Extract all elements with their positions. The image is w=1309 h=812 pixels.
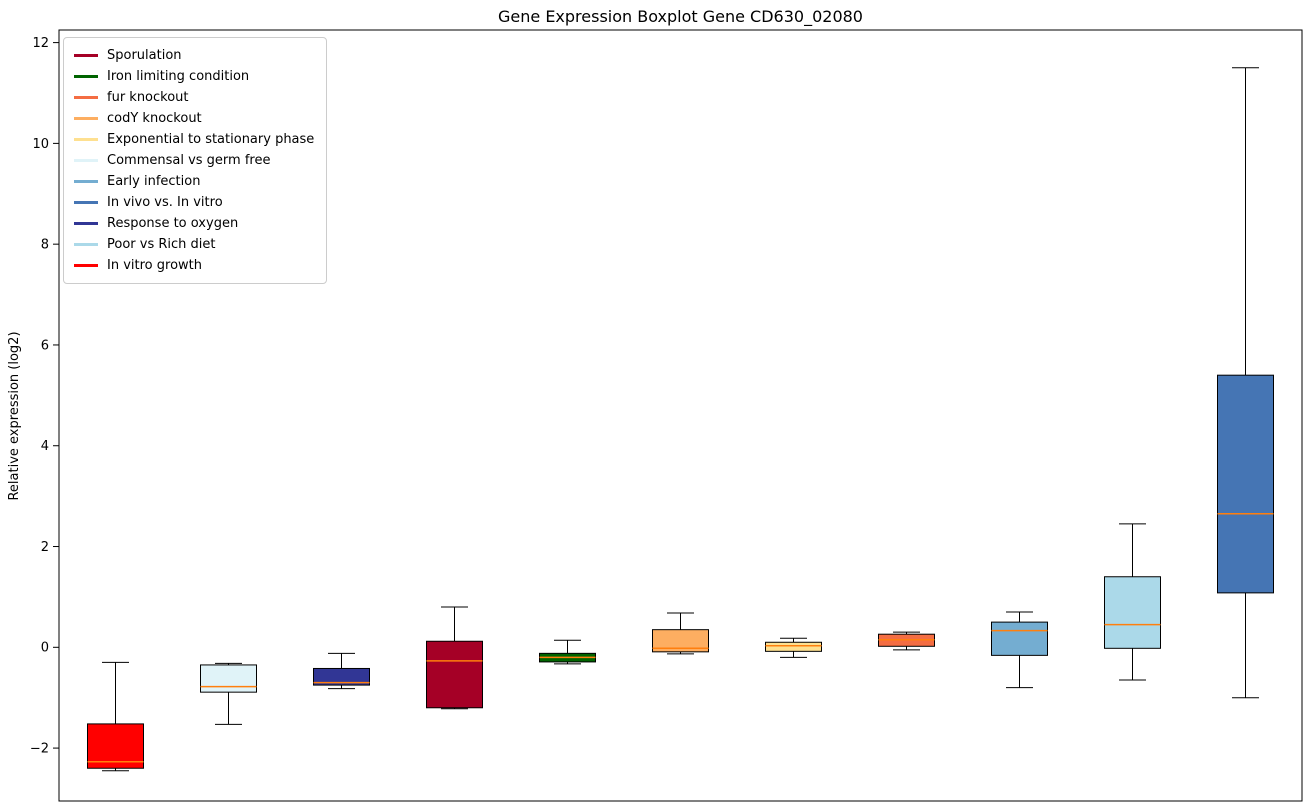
y-axis-label: Relative expression (log2): [7, 331, 22, 500]
legend-item-in-vivo-vs-in-vitro: In vivo vs. In vitro: [74, 192, 314, 213]
plot-area: −2 0 2 4 6 8 10 12: [30, 29, 1303, 802]
y-tick-label: 2: [41, 540, 49, 555]
boxplot-poor-vs-rich-diet: [1104, 523, 1161, 681]
chart-title: Gene Expression Boxplot Gene CD630_02080: [498, 7, 863, 26]
legend-swatch: [74, 54, 98, 57]
box: [1217, 374, 1274, 594]
box: [200, 664, 257, 693]
boxplot-iron-limiting-condition: [539, 639, 596, 665]
y-tick-label: 12: [32, 36, 49, 51]
legend-item-exponential-to-stationary-phase: Exponential to stationary phase: [74, 129, 314, 150]
box: [1104, 576, 1161, 649]
legend-label: Iron limiting condition: [107, 69, 250, 84]
y-tick-label: 6: [41, 338, 49, 353]
legend-item-response-to-oxygen: Response to oxygen: [74, 213, 314, 234]
legend-label: fur knockout: [107, 90, 189, 105]
boxplot-sporulation: [426, 606, 483, 710]
box: [991, 621, 1048, 656]
legend-label: In vivo vs. In vitro: [107, 195, 223, 210]
boxplot-commensal-vs-germ-free: [200, 662, 257, 725]
legend-swatch: [74, 243, 98, 246]
boxplot-in-vitro-growth: [87, 661, 144, 772]
legend-label: In vitro growth: [107, 258, 202, 273]
legend-label: codY knockout: [107, 111, 202, 126]
boxplot-response-to-oxygen: [313, 652, 370, 690]
legend-label: Exponential to stationary phase: [107, 132, 315, 147]
boxplot-cody-knockout: [652, 612, 709, 655]
legend-item-commensal-vs-germ-free: Commensal vs germ free: [74, 150, 314, 171]
legend-swatch: [74, 138, 98, 141]
legend-item-cody-knockout: codY knockout: [74, 108, 314, 129]
legend-item-in-vitro-growth: In vitro growth: [74, 255, 314, 276]
boxplot-fur-knockout: [878, 631, 935, 651]
legend-swatch: [74, 222, 98, 225]
legend: Sporulation Iron limiting condition fur kn…: [63, 37, 328, 284]
y-tick-label: 0: [41, 641, 49, 656]
plot-frame: [58, 29, 1303, 802]
y-tick-label: 10: [32, 137, 49, 152]
boxplot-early-infection: [991, 611, 1048, 689]
box: [313, 667, 370, 686]
legend-swatch: [74, 201, 98, 204]
box: [426, 640, 483, 709]
y-tick-label: −2: [30, 742, 49, 757]
legend-item-sporulation: Sporulation: [74, 45, 314, 66]
legend-swatch: [74, 75, 98, 78]
legend-swatch: [74, 96, 98, 99]
legend-label: Commensal vs germ free: [107, 153, 271, 168]
legend-swatch: [74, 159, 98, 162]
legend-label: Response to oxygen: [107, 216, 239, 231]
legend-item-poor-vs-rich-diet: Poor vs Rich diet: [74, 234, 314, 255]
legend-label: Early infection: [107, 174, 201, 189]
box: [652, 629, 709, 653]
legend-item-iron-limiting-condition: Iron limiting condition: [74, 66, 314, 87]
box: [87, 723, 144, 769]
boxplot-in-vivo-vs-in-vitro: [1217, 67, 1274, 699]
boxplot-exponential-to-stationary-phase: [765, 637, 822, 658]
box: [765, 641, 822, 652]
legend-label: Sporulation: [107, 48, 182, 63]
legend-swatch: [74, 264, 98, 267]
y-tick-label: 8: [41, 238, 49, 253]
legend-item-fur-knockout: fur knockout: [74, 87, 314, 108]
legend-swatch: [74, 180, 98, 183]
legend-label: Poor vs Rich diet: [107, 237, 216, 252]
legend-item-early-infection: Early infection: [74, 171, 314, 192]
legend-swatch: [74, 117, 98, 120]
y-tick-label: 4: [41, 439, 49, 454]
